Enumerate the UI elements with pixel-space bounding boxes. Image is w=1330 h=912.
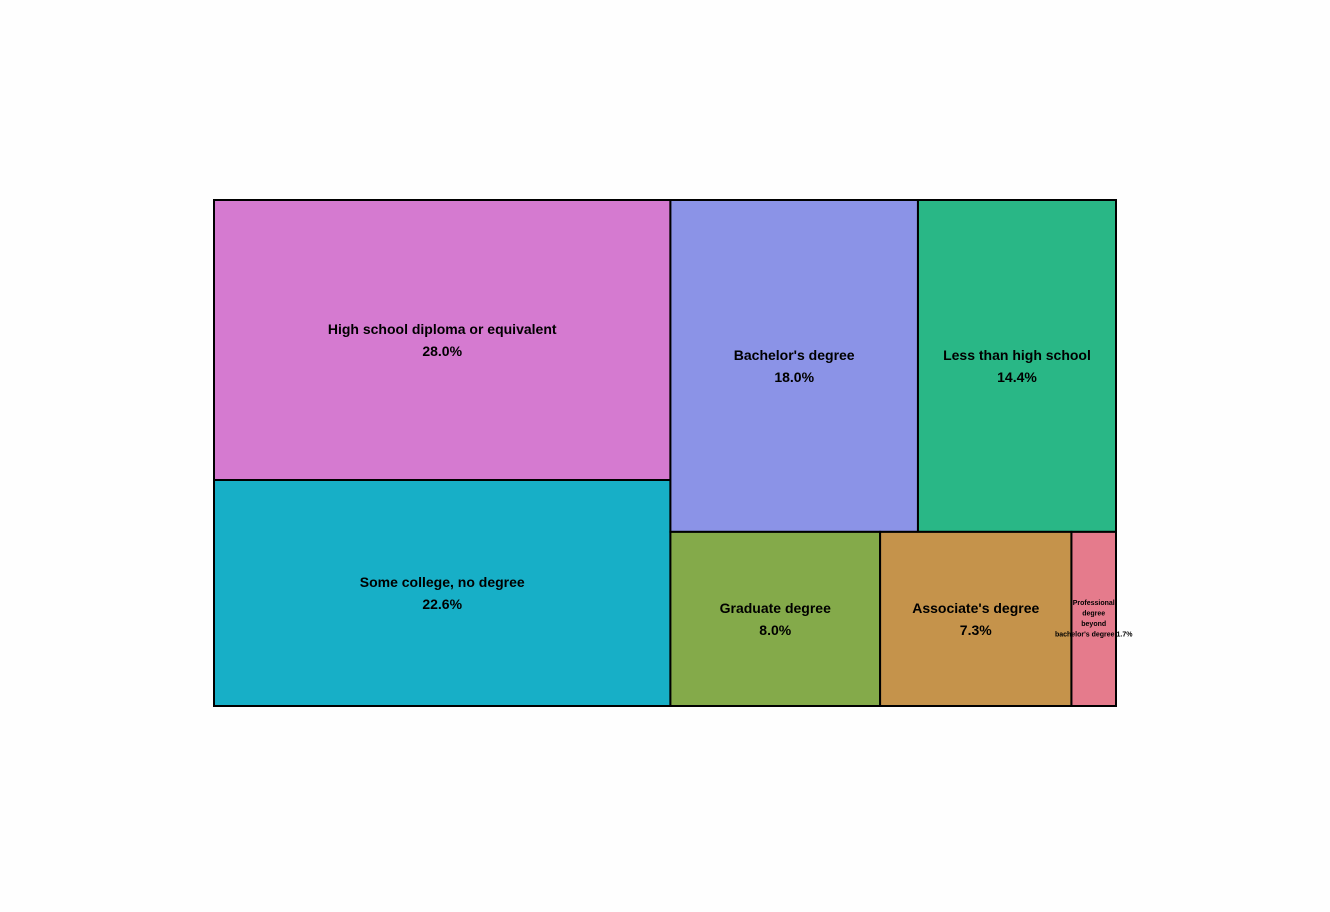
treemap-tile-associate-s-degree: Associate's degree 7.3% (879, 530, 1073, 707)
treemap-rect (669, 199, 919, 533)
tile-label: Professional degree beyond bachelor's degre… (1055, 600, 1133, 639)
treemap-rect (916, 199, 1117, 533)
treemap-tile-high-school-diploma-or-equivalent: High school diploma or equivalent 28.0% (213, 199, 672, 481)
tile-label: Less than high school (943, 347, 1091, 363)
tile-value-label: 18.0% (774, 369, 814, 385)
tile-value-label: 28.0% (422, 343, 462, 359)
tile-label: Associate's degree (912, 600, 1039, 616)
treemap-tile-bachelor-s-degree: Bachelor's degree 18.0% (669, 199, 919, 533)
tile-label: Some college, no degree (360, 574, 525, 590)
treemap-tile-professional-degree-beyond-bachelor-s-degree: Professional degree beyond bachelor's degre… (1055, 530, 1133, 707)
tile-label: High school diploma or equivalent (328, 321, 557, 337)
treemap-tile-less-than-high-school: Less than high school 14.4% (916, 199, 1117, 533)
treemap-tile-some-college-no-degree: Some college, no degree 22.6% (213, 479, 672, 707)
treemap-rect (669, 530, 882, 707)
treemap-rect (213, 199, 672, 481)
treemap-rect (213, 479, 672, 707)
tile-value-label: 7.3% (960, 622, 992, 638)
tile-value-label: 22.6% (422, 596, 462, 612)
tile-value-label: 8.0% (759, 622, 791, 638)
tile-label: Graduate degree (720, 600, 831, 616)
tile-value-label: 14.4% (997, 369, 1037, 385)
tile-label: Bachelor's degree (734, 347, 855, 363)
treemap-rect (1070, 530, 1117, 707)
treemap-tile-graduate-degree: Graduate degree 8.0% (669, 530, 882, 707)
treemap-rect (879, 530, 1073, 707)
